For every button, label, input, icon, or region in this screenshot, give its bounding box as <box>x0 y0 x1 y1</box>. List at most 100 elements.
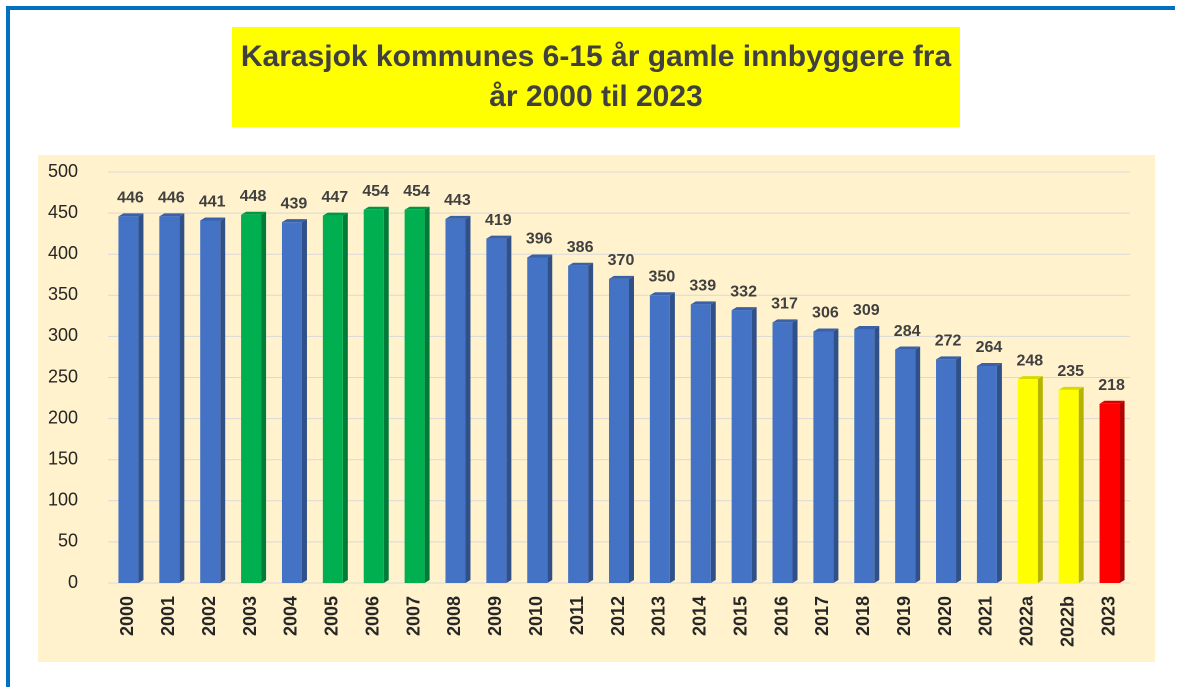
bar-side <box>220 217 226 584</box>
bar-top <box>936 356 962 360</box>
y-tick-label: 100 <box>48 490 78 510</box>
x-tick-label: 2003 <box>240 596 260 636</box>
bar <box>322 215 343 584</box>
bar-top <box>690 301 716 305</box>
y-tick-label: 450 <box>48 202 78 222</box>
data-label: 439 <box>281 195 308 212</box>
x-tick-label: 2006 <box>362 596 382 636</box>
data-label: 386 <box>567 239 594 256</box>
bar <box>936 359 957 583</box>
bar <box>1017 379 1038 583</box>
bar-side <box>1119 400 1125 583</box>
bar-top <box>363 206 389 210</box>
bar-side <box>996 362 1002 583</box>
bar-top <box>568 262 594 266</box>
bar <box>772 322 793 583</box>
bar-top <box>976 362 1002 366</box>
data-label: 446 <box>158 190 185 207</box>
data-label: 370 <box>608 252 635 269</box>
x-tick-label: 2008 <box>444 596 464 636</box>
y-tick-label: 0 <box>68 572 78 592</box>
bar-side <box>383 206 389 583</box>
x-tick-label: 2009 <box>485 596 505 636</box>
x-tick-label: 2013 <box>649 596 669 636</box>
bar <box>200 220 221 584</box>
bar-top <box>813 328 839 332</box>
bar <box>527 257 548 583</box>
bar-side <box>792 319 798 583</box>
x-tick-label: 2005 <box>322 596 342 636</box>
bar-top <box>445 215 471 219</box>
bar-top <box>1017 376 1043 380</box>
data-label: 447 <box>321 189 348 206</box>
data-label: 309 <box>853 302 880 319</box>
bar <box>363 209 384 583</box>
data-label: 350 <box>649 269 676 286</box>
x-tick-label: 2007 <box>403 596 423 636</box>
bar-side <box>874 326 880 583</box>
bar-side <box>588 262 594 583</box>
data-label: 454 <box>362 183 389 200</box>
bar <box>241 214 262 583</box>
data-label: 419 <box>485 212 512 229</box>
x-tick-label: 2014 <box>690 596 710 636</box>
bar-side <box>342 212 348 584</box>
data-label: 446 <box>117 190 144 207</box>
y-tick-label: 500 <box>48 161 78 181</box>
y-tick-label: 200 <box>48 407 78 427</box>
x-tick-label: 2010 <box>526 596 546 636</box>
bar-top <box>854 326 880 330</box>
bar-top <box>731 307 757 311</box>
bar-side <box>751 307 757 583</box>
bar-side <box>629 275 634 583</box>
bar <box>649 295 670 583</box>
bar-top <box>895 346 921 350</box>
x-tick-label: 2000 <box>117 596 137 636</box>
x-tick-label: 2022b <box>1057 596 1077 647</box>
chart-title: Karasjok kommunes 6-15 år gamle innbygge… <box>232 27 960 127</box>
bar-top <box>772 319 798 323</box>
y-tick-label: 150 <box>48 448 78 468</box>
y-tick-label: 350 <box>48 284 78 304</box>
data-label: 264 <box>976 339 1003 356</box>
bar-top <box>200 217 226 221</box>
data-label: 396 <box>526 231 553 248</box>
bar-side <box>1078 386 1084 583</box>
bar <box>976 365 997 583</box>
bar <box>895 349 916 583</box>
bar <box>445 218 466 583</box>
data-label: 443 <box>444 192 471 209</box>
data-label: 448 <box>240 188 267 205</box>
bar <box>854 329 875 583</box>
bar-side <box>138 213 144 583</box>
data-label: 235 <box>1057 363 1084 380</box>
bar-top <box>404 206 430 210</box>
bar <box>281 222 302 583</box>
data-label: 218 <box>1098 377 1125 394</box>
bar-top <box>649 292 675 296</box>
x-tick-label: 2015 <box>730 596 750 636</box>
x-tick-label: 2004 <box>281 596 301 636</box>
x-tick-label: 2017 <box>812 596 832 636</box>
bar <box>731 310 752 583</box>
x-tick-label: 2020 <box>935 596 955 636</box>
y-tick-label: 50 <box>58 531 78 551</box>
bar <box>609 278 629 583</box>
data-label: 284 <box>894 323 921 340</box>
data-label: 441 <box>199 194 226 211</box>
bar-side <box>506 235 512 583</box>
bar-side <box>833 328 839 583</box>
bar-top <box>322 212 348 216</box>
bar-side <box>956 356 962 583</box>
bar <box>1099 403 1120 583</box>
bar-side <box>669 292 675 583</box>
bar <box>813 331 834 583</box>
bar-side <box>261 211 267 583</box>
y-tick-label: 400 <box>48 243 78 263</box>
y-tick-label: 300 <box>48 325 78 345</box>
x-tick-label: 2002 <box>199 596 219 636</box>
bar-top <box>527 254 553 258</box>
bar <box>1058 389 1079 583</box>
